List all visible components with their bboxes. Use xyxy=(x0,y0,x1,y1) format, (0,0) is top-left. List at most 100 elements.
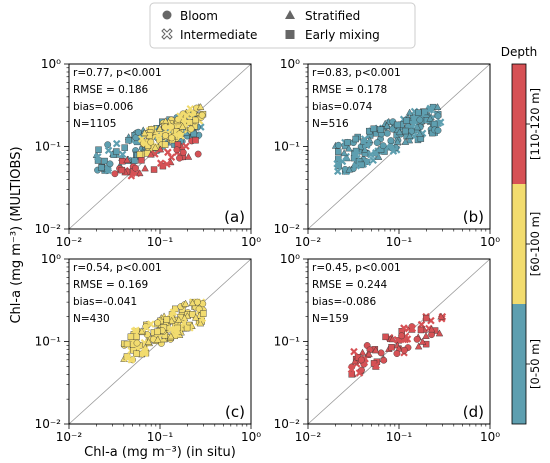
point-stratified xyxy=(395,128,404,136)
stats-annotation: RMSE = 0.186 xyxy=(73,84,149,96)
point-intermediate xyxy=(104,146,113,155)
point-early-mixing xyxy=(101,157,108,165)
point-stratified xyxy=(427,325,436,333)
point-intermediate xyxy=(333,159,341,168)
point-early-mixing xyxy=(388,344,395,351)
point-bloom xyxy=(106,160,114,168)
point-early-mixing xyxy=(352,135,359,143)
point-stratified xyxy=(383,122,391,129)
point-early-mixing xyxy=(192,137,199,144)
point-intermediate xyxy=(372,361,380,370)
point-early-mixing xyxy=(131,157,138,164)
legend-intermediate-marker xyxy=(161,28,173,40)
x-tick-label: 10⁰ xyxy=(480,430,500,444)
point-stratified xyxy=(167,332,175,340)
point-intermediate xyxy=(140,349,149,358)
point-early-mixing xyxy=(403,117,410,124)
point-intermediate xyxy=(372,148,380,157)
point-stratified xyxy=(154,335,162,343)
point-early-mixing xyxy=(417,326,425,334)
point-intermediate xyxy=(400,324,408,332)
colorbar-label-110-120: [110-120 m] xyxy=(528,88,542,160)
stats-annotation: r=0.54, p<0.001 xyxy=(73,262,162,274)
point-stratified xyxy=(136,169,144,177)
point-stratified xyxy=(123,156,131,164)
point-early-mixing xyxy=(402,127,409,135)
x-axis-label: Chl-a (mg m⁻³) (in situ) xyxy=(84,445,236,460)
point-bloom xyxy=(198,111,206,119)
stats-annotation: bias=0.074 xyxy=(312,101,373,113)
stats-annotation: RMSE = 0.178 xyxy=(312,84,387,96)
point-early-mixing xyxy=(348,371,355,378)
point-stratified xyxy=(414,342,423,350)
scatter-panel: 10⁻² 10⁻¹ 10⁰ 10⁰ 10⁻¹ 10⁻² r=0.54, p<0.001 RMS… xyxy=(35,252,262,444)
panel-label: (d) xyxy=(463,403,484,421)
point-intermediate xyxy=(408,324,417,333)
point-stratified xyxy=(393,137,402,145)
stats-annotation: RMSE = 0.169 xyxy=(73,279,148,291)
point-stratified xyxy=(401,138,410,145)
point-intermediate xyxy=(112,139,121,148)
point-intermediate xyxy=(355,369,364,377)
colorbar-band-110-120 xyxy=(512,64,526,184)
point-intermediate xyxy=(132,326,140,335)
point-early-mixing xyxy=(189,311,196,318)
point-stratified xyxy=(435,329,444,337)
point-stratified xyxy=(405,132,414,139)
point-early-mixing xyxy=(335,148,342,155)
colorbar-label-0-50: [0-50 m] xyxy=(528,339,542,389)
scatter-panel: 10⁻² 10⁻¹ 10⁰ 10⁰ 10⁻¹ 10⁻² r=0.83, p<0.001 RMS… xyxy=(274,57,501,249)
colorbar-band-0-50 xyxy=(512,304,526,424)
point-stratified xyxy=(358,348,367,356)
point-bloom xyxy=(132,164,139,172)
stats-annotation: RMSE = 0.244 xyxy=(312,279,388,291)
y-tick-label: 10⁻² xyxy=(274,417,301,431)
point-bloom xyxy=(162,132,169,139)
y-tick-label: 10⁻¹ xyxy=(35,335,62,349)
point-bloom xyxy=(393,350,401,357)
point-bloom xyxy=(134,128,142,136)
point-intermediate xyxy=(142,324,151,332)
point-stratified xyxy=(437,312,445,320)
point-stratified xyxy=(144,338,153,345)
point-bloom xyxy=(434,127,442,134)
point-stratified xyxy=(361,146,369,153)
point-intermediate xyxy=(173,131,181,139)
point-bloom xyxy=(387,137,395,145)
scatter-panel: 10⁻² 10⁻¹ 10⁰ 10⁰ 10⁻¹ 10⁻² r=0.45, p<0.001 RMS… xyxy=(274,252,501,444)
point-early-mixing xyxy=(123,340,131,348)
stats-annotation: r=0.45, p<0.001 xyxy=(312,262,401,274)
x-tick-label: 10⁻² xyxy=(56,235,83,249)
point-intermediate xyxy=(94,153,102,161)
point-bloom xyxy=(383,129,391,137)
point-intermediate xyxy=(164,123,172,131)
point-stratified xyxy=(178,122,187,130)
x-tick-label: 10⁰ xyxy=(480,235,500,249)
point-stratified xyxy=(405,136,414,144)
point-stratified xyxy=(192,313,200,321)
legend-bloom-marker xyxy=(162,10,172,20)
point-intermediate xyxy=(426,104,435,113)
point-intermediate xyxy=(169,308,178,316)
point-intermediate xyxy=(183,112,191,120)
point-bloom xyxy=(379,142,387,150)
y-tick-label: 10⁻² xyxy=(35,222,62,236)
point-early-mixing xyxy=(113,148,120,155)
point-bloom xyxy=(173,146,181,154)
point-intermediate xyxy=(352,151,360,159)
y-axis-label: Chl-a (mg m⁻³) (MULTIOBS) xyxy=(9,146,24,323)
x-tick-label: 10⁻¹ xyxy=(147,235,174,249)
legend-bloom-label: Bloom xyxy=(180,9,218,23)
point-stratified xyxy=(365,350,373,358)
y-tick-label: 10⁻¹ xyxy=(274,140,301,154)
point-bloom xyxy=(335,141,342,149)
point-stratified xyxy=(418,337,427,345)
point-bloom xyxy=(366,346,374,354)
point-stratified xyxy=(415,130,424,137)
point-bloom xyxy=(434,112,442,120)
point-intermediate xyxy=(156,159,165,167)
point-early-mixing xyxy=(430,120,438,128)
point-intermediate xyxy=(163,160,171,168)
point-early-mixing xyxy=(127,333,135,341)
colorbar: Depth [110-120 m] [60-100 m] [0-50 m] xyxy=(501,45,542,425)
